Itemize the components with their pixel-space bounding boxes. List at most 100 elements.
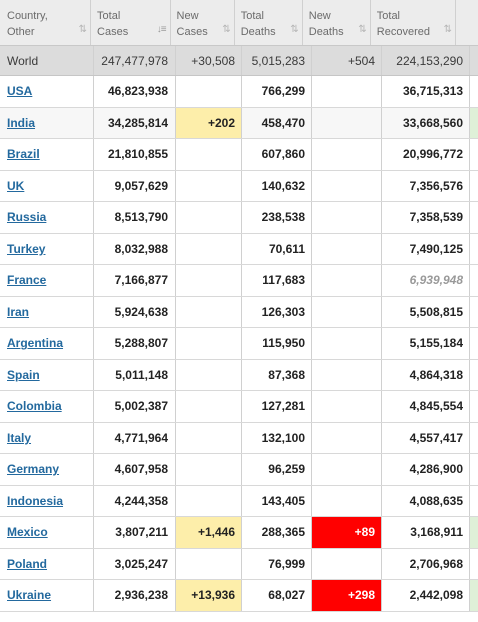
sort-arrows-icon[interactable]: ⇅ — [222, 24, 230, 35]
overflow-cell — [470, 423, 478, 454]
table-row: France 7,166,877 117,683 6,939,948 — [0, 265, 478, 297]
country-cell: Turkey — [0, 233, 94, 264]
sort-descending-icon[interactable]: ↓≡ — [156, 24, 167, 35]
country-link[interactable]: Germany — [7, 462, 60, 477]
header-total-cases[interactable]: Total Cases ↓≡ — [91, 0, 171, 45]
country-link[interactable]: Brazil — [7, 147, 40, 162]
country-link[interactable]: France — [7, 273, 47, 288]
new-cases-cell — [176, 265, 242, 296]
country-link[interactable]: Colombia — [7, 399, 62, 414]
total-recovered-cell: 20,996,772 — [382, 139, 470, 170]
new-cases-cell — [176, 202, 242, 233]
total-deaths-cell: 458,470 — [242, 107, 312, 138]
table-row: UK 9,057,629 140,632 7,356,576 — [0, 170, 478, 202]
overflow-cell — [470, 265, 478, 296]
overflow-cell — [470, 46, 478, 75]
header-total-recovered-label: Total Recovered — [376, 10, 430, 38]
country-link[interactable]: Iran — [7, 304, 30, 319]
new-deaths-cell: +89 — [312, 517, 382, 548]
country-link[interactable]: UK — [7, 178, 25, 193]
total-recovered-cell: 7,358,539 — [382, 202, 470, 233]
total-cases-cell: 34,285,814 — [94, 107, 176, 138]
new-deaths-cell — [312, 139, 382, 170]
country-cell: Argentina — [0, 328, 94, 359]
sort-arrows-icon[interactable]: ⇅ — [290, 24, 298, 35]
country-link[interactable]: Turkey — [7, 241, 46, 256]
overflow-cell — [470, 107, 478, 138]
overflow-cell — [470, 517, 478, 548]
country-link[interactable]: Poland — [7, 556, 48, 571]
country-link[interactable]: Italy — [7, 430, 32, 445]
total-cases-cell: 4,607,958 — [94, 454, 176, 485]
overflow-cell — [470, 549, 478, 580]
total-deaths-cell: 238,538 — [242, 202, 312, 233]
total-deaths-cell: 87,368 — [242, 359, 312, 390]
total-deaths-cell: 76,999 — [242, 548, 312, 579]
country-link[interactable]: Russia — [7, 210, 47, 225]
total-cases-cell: 21,810,855 — [94, 139, 176, 170]
table-row: Brazil 21,810,855 607,860 20,996,772 — [0, 139, 478, 171]
table-row: Iran 5,924,638 126,303 5,508,815 — [0, 296, 478, 328]
total-cases-cell: 5,011,148 — [94, 359, 176, 390]
total-cases-cell: 247,477,978 — [94, 46, 176, 75]
table-header: Country, Other ⇅ Total Cases ↓≡ New Cases ⇅… — [0, 0, 478, 46]
new-deaths-cell — [312, 485, 382, 516]
country-link[interactable]: Ukraine — [7, 588, 52, 603]
country-link[interactable]: Indonesia — [7, 493, 64, 508]
new-deaths-cell — [312, 265, 382, 296]
table-row: Germany 4,607,958 96,259 4,286,900 — [0, 454, 478, 486]
country-cell: India — [0, 107, 94, 138]
new-deaths-cell — [312, 296, 382, 327]
total-recovered-cell: 2,706,968 — [382, 548, 470, 579]
total-cases-cell: 4,771,964 — [94, 422, 176, 453]
new-cases-cell — [176, 485, 242, 516]
new-deaths-cell — [312, 107, 382, 138]
total-recovered-cell: 5,508,815 — [382, 296, 470, 327]
country-cell: Italy — [0, 422, 94, 453]
header-country[interactable]: Country, Other ⇅ — [0, 0, 92, 45]
overflow-cell — [470, 454, 478, 485]
total-deaths-cell: 70,611 — [242, 233, 312, 264]
total-cases-cell: 3,025,247 — [94, 548, 176, 579]
new-cases-cell — [176, 296, 242, 327]
table-row: Indonesia 4,244,358 143,405 4,088,635 — [0, 485, 478, 517]
country-link[interactable]: India — [7, 115, 36, 130]
total-cases-cell: 5,002,387 — [94, 391, 176, 422]
overflow-cell — [470, 486, 478, 517]
total-recovered-cell: 33,668,560 — [382, 107, 470, 138]
header-total-recovered[interactable]: Total Recovered ⇅ — [371, 0, 457, 45]
total-deaths-cell: 5,015,283 — [242, 46, 312, 75]
header-country-label: Country, Other — [7, 10, 48, 38]
table-row: Turkey 8,032,988 70,611 7,490,125 — [0, 233, 478, 265]
sort-arrows-icon[interactable]: ⇅ — [78, 24, 87, 35]
country-link[interactable]: Mexico — [7, 525, 48, 540]
new-cases-cell — [176, 422, 242, 453]
sort-arrows-icon[interactable]: ⇅ — [358, 24, 366, 35]
header-new-deaths[interactable]: New Deaths ⇅ — [303, 0, 371, 45]
overflow-cell — [470, 202, 478, 233]
header-new-cases[interactable]: New Cases ⇅ — [171, 0, 235, 45]
total-cases-cell: 7,166,877 — [94, 265, 176, 296]
total-recovered-cell: 3,168,911 — [382, 517, 470, 548]
country-link[interactable]: Spain — [7, 367, 40, 382]
table-row: Colombia 5,002,387 127,281 4,845,554 — [0, 391, 478, 423]
header-total-deaths-label: Total Deaths — [240, 10, 276, 38]
table-row: Poland 3,025,247 76,999 2,706,968 — [0, 548, 478, 580]
table-row: USA 46,823,938 766,299 36,715,313 — [0, 76, 478, 108]
sort-arrows-icon[interactable]: ⇅ — [443, 24, 452, 35]
country-cell: USA — [0, 76, 94, 107]
total-cases-cell: 2,936,238 — [94, 580, 176, 611]
total-deaths-cell: 126,303 — [242, 296, 312, 327]
country-link[interactable]: USA — [7, 84, 33, 99]
total-cases-cell: 5,924,638 — [94, 296, 176, 327]
total-recovered-cell: 224,153,290 — [382, 46, 470, 75]
country-link[interactable]: Argentina — [7, 336, 64, 351]
total-deaths-cell: 115,950 — [242, 328, 312, 359]
total-recovered-cell: 2,442,098 — [382, 580, 470, 611]
table-row: Argentina 5,288,807 115,950 5,155,184 — [0, 328, 478, 360]
country-cell: Iran — [0, 296, 94, 327]
new-deaths-cell — [312, 391, 382, 422]
header-total-deaths[interactable]: Total Deaths ⇅ — [235, 0, 303, 45]
total-cases-cell: 4,244,358 — [94, 485, 176, 516]
header-total-cases-label: Total Cases — [97, 10, 129, 38]
